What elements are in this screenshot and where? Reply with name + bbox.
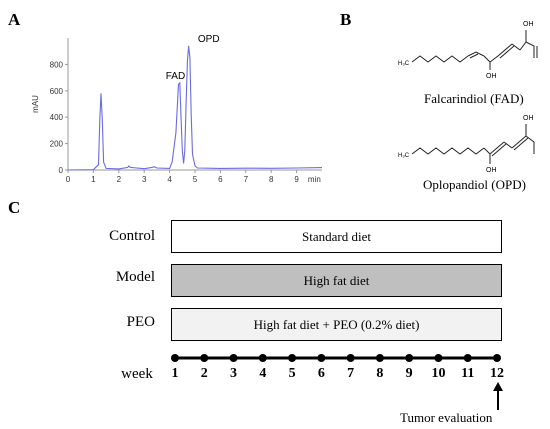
- fad-oh-top: OH: [523, 21, 534, 28]
- timeline-axis: [171, 354, 501, 362]
- group-label-control: Control: [109, 228, 155, 244]
- week-dot: [346, 354, 355, 362]
- x-tick-label: 7: [244, 175, 249, 184]
- chromatogram-chart: 0 1 2 3 4 5 6 7 8 9 min 0 200 400 600 800 mAU FAD OPD: [31, 34, 323, 184]
- week-dot: [405, 354, 414, 362]
- x-unit-label: min: [308, 175, 321, 184]
- week-number: 10: [431, 366, 446, 381]
- week-dot: [317, 354, 326, 362]
- x-tick-label: 8: [269, 175, 274, 184]
- y-tick-label: 600: [50, 87, 64, 96]
- week-number: 2: [200, 366, 208, 381]
- x-tick-label: 2: [117, 175, 122, 184]
- panel-label-b: B: [340, 10, 352, 29]
- group-label-model: Model: [115, 269, 155, 285]
- week-dot: [229, 354, 238, 362]
- week-number: 11: [461, 366, 475, 381]
- week-number: 9: [405, 366, 413, 381]
- y-tick-label: 800: [50, 60, 64, 69]
- oplopandiol-structure: OH OH H₃C: [398, 115, 535, 174]
- group-label-peo: PEO: [126, 314, 155, 330]
- week-label: week: [121, 366, 153, 382]
- endpoint-arrow-icon: [493, 382, 503, 410]
- y-tick-label: 0: [59, 166, 64, 175]
- week-number: 8: [376, 366, 384, 381]
- peak-label-opd: OPD: [198, 34, 220, 45]
- fad-ch3: H₃C: [398, 61, 410, 67]
- y-tick-label: 400: [50, 113, 64, 122]
- week-dot: [434, 354, 443, 362]
- y-tick-label: 200: [50, 140, 64, 149]
- x-tick-label: 5: [193, 175, 198, 184]
- x-tick-label: 3: [142, 175, 147, 184]
- fad-oh-bottom: OH: [486, 73, 497, 80]
- week-number: 7: [347, 366, 355, 381]
- week-dot: [200, 354, 209, 362]
- falcarindiol-structure: OH OH H₃C: [398, 21, 538, 80]
- week-number: 1: [171, 366, 179, 381]
- diet-box-model: High fat diet: [171, 264, 502, 297]
- week-number: 6: [317, 366, 325, 381]
- week-dot: [288, 354, 297, 362]
- x-tick-label: 9: [294, 175, 299, 184]
- week-number: 12: [490, 366, 504, 381]
- x-tick-label: 6: [218, 175, 223, 184]
- opd-ch3: H₃C: [398, 153, 410, 159]
- y-axis-label: mAU: [31, 95, 40, 113]
- peak-label-fad: FAD: [166, 71, 185, 82]
- x-tick-label: 4: [167, 175, 172, 184]
- opd-oh-bottom: OH: [486, 167, 497, 174]
- opd-oh-top: OH: [523, 115, 534, 122]
- week-number: 3: [230, 366, 238, 381]
- week-dot: [258, 354, 267, 362]
- week-number: 4: [259, 366, 267, 381]
- compound-name-falcarindiol: Falcarindiol (FAD): [424, 91, 524, 106]
- week-dot: [171, 354, 179, 362]
- week-dot: [493, 354, 501, 362]
- x-tick-label: 0: [66, 175, 71, 184]
- week-dot: [463, 354, 472, 362]
- diet-box-control: Standard diet: [171, 220, 502, 253]
- tumor-evaluation-label: Tumor evaluation: [400, 410, 493, 425]
- week-dot: [375, 354, 384, 362]
- x-tick-label: 1: [91, 175, 96, 184]
- panel-label-c: C: [8, 198, 21, 217]
- compound-name-oplopandiol: Oplopandiol (OPD): [423, 177, 526, 192]
- chromatogram-trace: [67, 45, 323, 171]
- week-number: 5: [288, 366, 296, 381]
- panel-label-a: A: [8, 10, 21, 29]
- diet-box-peo: High fat diet + PEO (0.2% diet): [171, 308, 502, 341]
